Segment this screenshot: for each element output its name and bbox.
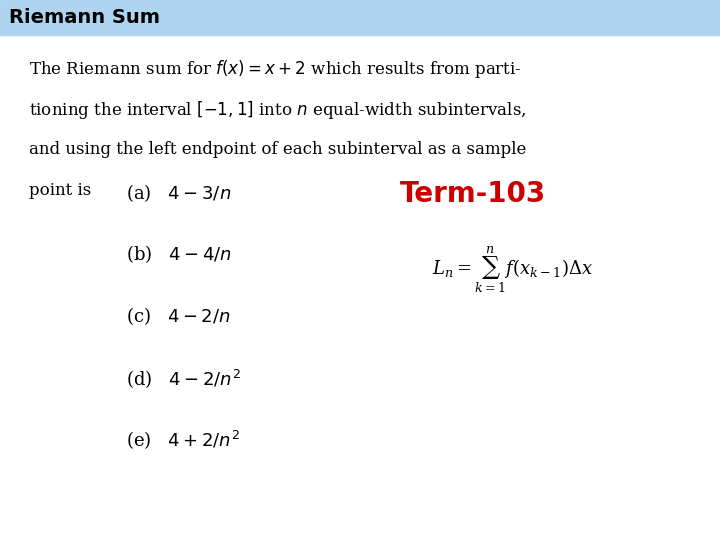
Text: and using the left endpoint of each subinterval as a sample: and using the left endpoint of each subi… [29,140,526,158]
Text: The Riemann sum for $f(x) = x+2$ which results from parti-: The Riemann sum for $f(x) = x+2$ which r… [29,58,521,80]
Text: Term-103: Term-103 [400,179,546,207]
Text: (d)   $4 - 2/n^2$: (d) $4 - 2/n^2$ [126,367,240,390]
Text: (e)   $4 + 2/n^2$: (e) $4 + 2/n^2$ [126,428,240,451]
Text: tioning the interval $[-1, 1]$ into $n$ equal-width subintervals,: tioning the interval $[-1, 1]$ into $n$ … [29,99,526,121]
Text: (a)   $4 - 3/n$: (a) $4 - 3/n$ [126,182,231,204]
Text: point is: point is [29,182,91,199]
Text: (b)   $4 - 4/n$: (b) $4 - 4/n$ [126,244,232,266]
Text: (c)   $4 - 2/n$: (c) $4 - 2/n$ [126,305,230,327]
Text: Riemann Sum: Riemann Sum [9,8,160,27]
Text: $L_n = \sum_{k=1}^{n} f(x_{k-1})\Delta x$: $L_n = \sum_{k=1}^{n} f(x_{k-1})\Delta x… [432,244,593,295]
